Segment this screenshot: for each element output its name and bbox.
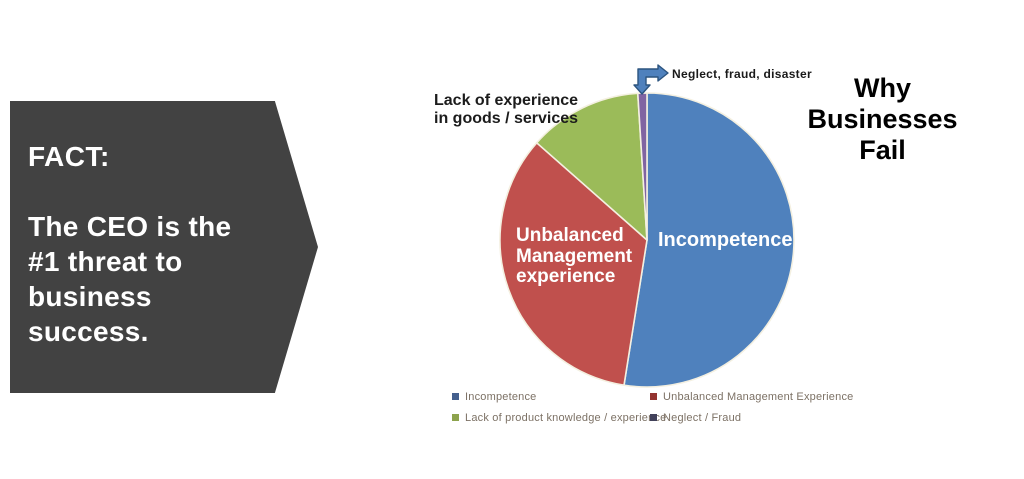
legend-item-0: Incompetence <box>452 390 650 403</box>
legend-marker-icon <box>650 393 657 400</box>
legend-item-1: Unbalanced Management Experience <box>650 390 853 403</box>
fact-heading: FACT: <box>28 141 110 172</box>
legend-label: Unbalanced Management Experience <box>663 390 854 403</box>
legend-label: Incompetence <box>465 390 537 403</box>
legend-marker-icon <box>452 414 459 421</box>
fact-chevron-shape: FACT: The CEO is the #1 threat to busine… <box>10 101 318 393</box>
chart-legend: Incompetence Unbalanced Management Experi… <box>452 390 853 424</box>
pie-slice-2 <box>535 92 648 241</box>
bent-arrow-icon <box>633 64 669 95</box>
pie-slice-0 <box>623 92 795 388</box>
chart-title: Why Businesses Fail <box>807 73 958 165</box>
pie-chart <box>499 92 795 388</box>
legend-item-2: Lack of product knowledge / experience <box>452 411 666 424</box>
pie-slice-1 <box>499 141 648 386</box>
fact-body: The CEO is the #1 threat to business suc… <box>28 211 232 347</box>
bent-arrow-shape <box>633 64 669 95</box>
label-neglect-callout: Neglect, fraud, disaster <box>672 67 812 81</box>
label-incompetence-slice: Incompetence <box>658 229 793 251</box>
legend-marker-icon <box>650 414 657 421</box>
label-lack-of-experience: Lack of experience in goods / services <box>434 92 579 127</box>
legend-item-3: Neglect / Fraud <box>650 411 853 424</box>
legend-label: Neglect / Fraud <box>663 411 742 424</box>
legend-label: Lack of product knowledge / experience <box>465 411 667 424</box>
label-unbalanced-slice: Unbalanced Management experience <box>516 225 633 287</box>
legend-marker-icon <box>452 393 459 400</box>
